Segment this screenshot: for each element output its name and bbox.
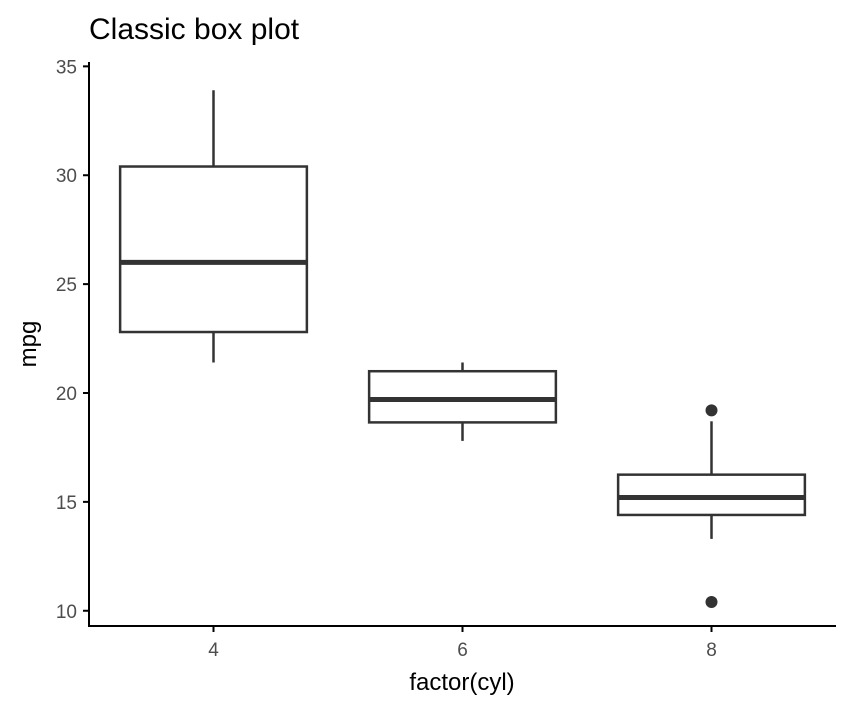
chart-title: Classic box plot xyxy=(89,13,300,46)
box-body xyxy=(118,165,309,334)
box-body xyxy=(367,369,558,424)
y-tick-label: 10 xyxy=(56,602,77,623)
x-tick-label: 8 xyxy=(706,640,717,661)
y-tick-label: 30 xyxy=(56,166,77,187)
y-axis-ticks: 10 15 20 25 30 35 xyxy=(56,57,89,623)
x-axis-ticks: 4 6 8 xyxy=(208,626,717,661)
y-tick-label: 35 xyxy=(56,57,77,78)
x-tick-label: 4 xyxy=(208,640,219,661)
y-tick-label: 15 xyxy=(56,493,77,514)
box-series xyxy=(118,90,807,609)
x-axis-title: factor(cyl) xyxy=(409,669,514,696)
x-tick-label: 6 xyxy=(457,640,468,661)
y-axis-title: mpg xyxy=(15,321,42,368)
box-6 xyxy=(367,362,558,441)
y-tick-label: 20 xyxy=(56,384,77,405)
box-body xyxy=(616,473,807,517)
outlier-point xyxy=(705,404,718,417)
box-8 xyxy=(616,404,807,609)
box-4 xyxy=(118,90,309,363)
y-tick-label: 25 xyxy=(56,275,77,296)
outlier-point xyxy=(705,596,718,609)
